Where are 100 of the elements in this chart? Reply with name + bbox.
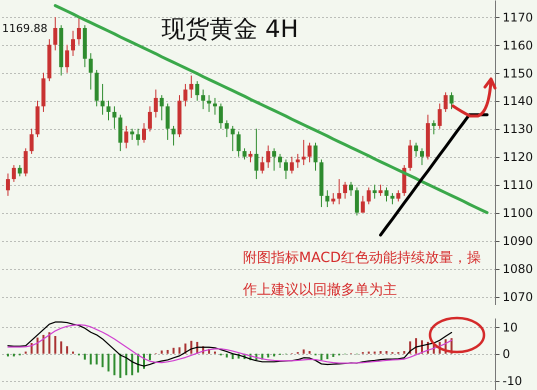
candlestick: [254, 128, 258, 180]
bar: [48, 332, 50, 354]
y-tick-label: 1150: [502, 66, 534, 80]
line-series: [54, 4, 489, 214]
candlestick: [166, 103, 170, 140]
bar: [90, 354, 92, 364]
bar: [96, 354, 98, 364]
candlestick: [278, 153, 282, 168]
candlestick: [142, 122, 146, 144]
candlestick: [296, 153, 300, 168]
candlestick: [100, 83, 105, 116]
candlestick: [408, 139, 412, 172]
annotation: 附图指标MACD红色动能持续放量，操作上建议以回撤多单为主: [242, 250, 481, 298]
candlestick: [207, 94, 212, 112]
y-tick-label: 1080: [502, 262, 534, 276]
bar: [108, 354, 110, 372]
candlestick: [432, 120, 436, 135]
bar: [66, 346, 68, 354]
bar: [308, 351, 311, 354]
candlestick: [343, 181, 348, 200]
bar: [326, 354, 328, 360]
candlestick: [337, 178, 342, 205]
bar: [119, 354, 122, 378]
bar: [36, 338, 39, 354]
candlestick: [360, 195, 365, 214]
candlestick: [384, 186, 388, 202]
candlestick: [331, 192, 336, 205]
candlestick: [183, 83, 188, 107]
candlestick: [106, 100, 111, 121]
line-series: [379, 113, 489, 237]
y-tick-label: 1140: [502, 94, 534, 108]
bar: [380, 351, 382, 354]
bar: [12, 354, 15, 356]
candlestick: [189, 75, 194, 98]
bar: [226, 354, 228, 358]
candlestick: [201, 89, 206, 110]
y-tick-label: 1100: [502, 206, 534, 220]
candlestick: [302, 139, 306, 166]
candlestick: [224, 120, 229, 138]
candlestick: [12, 164, 16, 182]
candlestick: [24, 148, 28, 177]
candlestick: [236, 131, 241, 158]
bar: [42, 334, 44, 354]
y-tick-label: 1090: [502, 234, 534, 248]
candlestick: [154, 89, 158, 118]
candlestick: [366, 186, 371, 205]
bar: [113, 354, 116, 376]
candlestick: [444, 92, 448, 112]
candlestick: [314, 142, 318, 172]
bar: [302, 349, 305, 354]
candlestick: [76, 18, 81, 46]
bar: [160, 350, 163, 354]
candlestick: [53, 16, 58, 51]
candlestick: [230, 125, 235, 152]
candlestick: [218, 103, 223, 130]
candlestick: [112, 106, 116, 130]
candlestick: [6, 172, 10, 196]
candlestick: [290, 156, 294, 174]
candlestick: [284, 158, 288, 180]
candlestick: [420, 148, 424, 166]
candlestick: [242, 148, 247, 160]
candlestick: [272, 148, 276, 172]
bar: [148, 354, 151, 360]
bar: [267, 354, 270, 358]
candlestick: [18, 164, 22, 177]
bar: [54, 336, 56, 354]
y-tick-label: -10: [502, 374, 522, 388]
y-tick-label: 1130: [502, 122, 534, 136]
candlestick: [266, 145, 270, 168]
bar: [102, 354, 104, 368]
bar: [166, 350, 169, 354]
y-tick-label: 10: [502, 320, 518, 334]
bar: [385, 351, 388, 354]
candlestick: [136, 128, 140, 146]
candlestick: [65, 44, 70, 74]
bar: [273, 354, 276, 356]
text: 现货黄金 4H: [162, 15, 298, 43]
candlestick: [88, 52, 93, 90]
bar: [332, 354, 334, 357]
bar: [403, 351, 406, 354]
bar: [60, 341, 62, 354]
bar: [415, 338, 418, 354]
bar: [6, 354, 9, 356]
candlestick: [325, 190, 330, 208]
candlestick: [124, 125, 128, 149]
candlestick: [308, 142, 312, 163]
candlestick: [450, 92, 454, 110]
candlestick: [148, 106, 152, 132]
annotation: 1169.88: [2, 22, 48, 35]
candlestick: [396, 190, 400, 202]
bar: [125, 354, 128, 376]
candlestick: [172, 125, 176, 146]
candlestick: [71, 30, 76, 56]
bar: [131, 354, 134, 376]
bar: [172, 348, 175, 354]
bar: [178, 347, 180, 354]
bar: [84, 354, 86, 360]
candlestick: [30, 128, 34, 154]
y-tick-label: 1110: [502, 178, 534, 192]
candlestick: [130, 128, 134, 140]
